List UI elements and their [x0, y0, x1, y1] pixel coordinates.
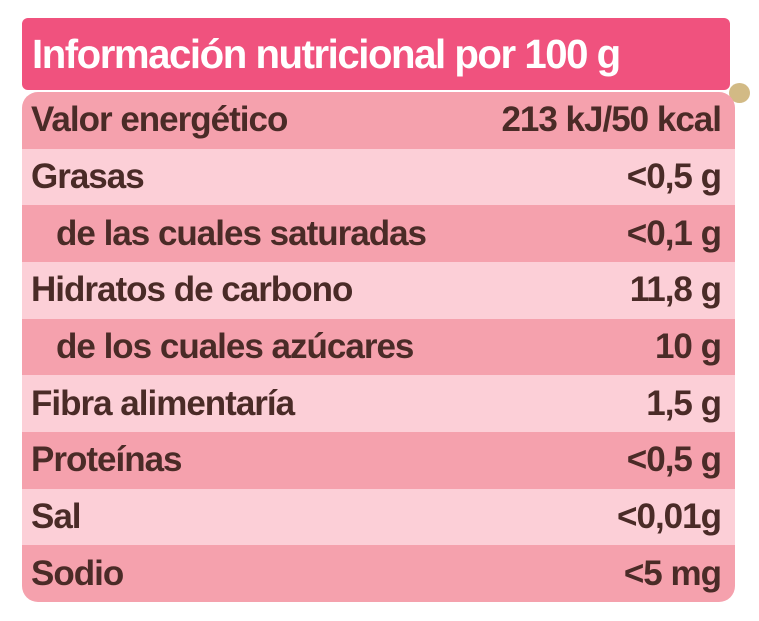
nutrition-header-bar: Información nutricional por 100 g	[22, 18, 730, 90]
packaging-corner-dot	[729, 83, 750, 103]
nutrient-value: <0,01g	[617, 497, 722, 537]
nutrition-table-row: Fibra alimentaría 1,5 g	[22, 375, 735, 433]
nutrition-table-row: Valor energético 213 kJ/50 kcal	[22, 92, 735, 149]
nutrient-label: Sodio	[31, 553, 124, 593]
nutrition-table: Valor energético 213 kJ/50 kcal Grasas <…	[22, 92, 735, 602]
nutrient-value: 1,5 g	[646, 383, 722, 423]
nutrient-value: 213 kJ/50 kcal	[501, 100, 722, 140]
nutrient-value: <0,5 g	[626, 440, 722, 480]
nutrition-table-row: Hidratos de carbono 11,8 g	[22, 262, 735, 319]
nutrition-table-row: Sal <0,01g	[22, 488, 735, 546]
nutrition-header-title: Información nutricional por 100 g	[32, 30, 621, 77]
nutrient-label: Hidratos de carbono	[31, 270, 353, 310]
nutrient-label: de las cuales saturadas	[56, 213, 427, 253]
nutrient-label: Sal	[31, 497, 82, 537]
nutrient-label: de los cuales azúcares	[56, 327, 414, 367]
nutrient-value: <5 mg	[623, 553, 722, 593]
nutrition-table-row: Proteínas <0,5 g	[22, 432, 735, 489]
nutrient-value: 10 g	[654, 327, 722, 367]
nutrient-value: 11,8 g	[629, 270, 722, 310]
nutrient-value: <0,1 g	[626, 213, 722, 253]
nutrition-table-row: Grasas <0,5 g	[22, 148, 735, 206]
nutrition-table-row: de los cuales azúcares 10 g	[22, 318, 735, 376]
nutrient-label: Proteínas	[31, 440, 182, 480]
nutrition-table-row: de las cuales saturadas <0,1 g	[22, 205, 735, 263]
nutrient-value: <0,5 g	[626, 157, 722, 196]
nutrition-table-row: Sodio <5 mg	[22, 545, 735, 602]
nutrient-label: Grasas	[31, 157, 145, 196]
nutrient-label: Fibra alimentaría	[31, 383, 295, 423]
nutrient-label: Valor energético	[31, 100, 288, 140]
